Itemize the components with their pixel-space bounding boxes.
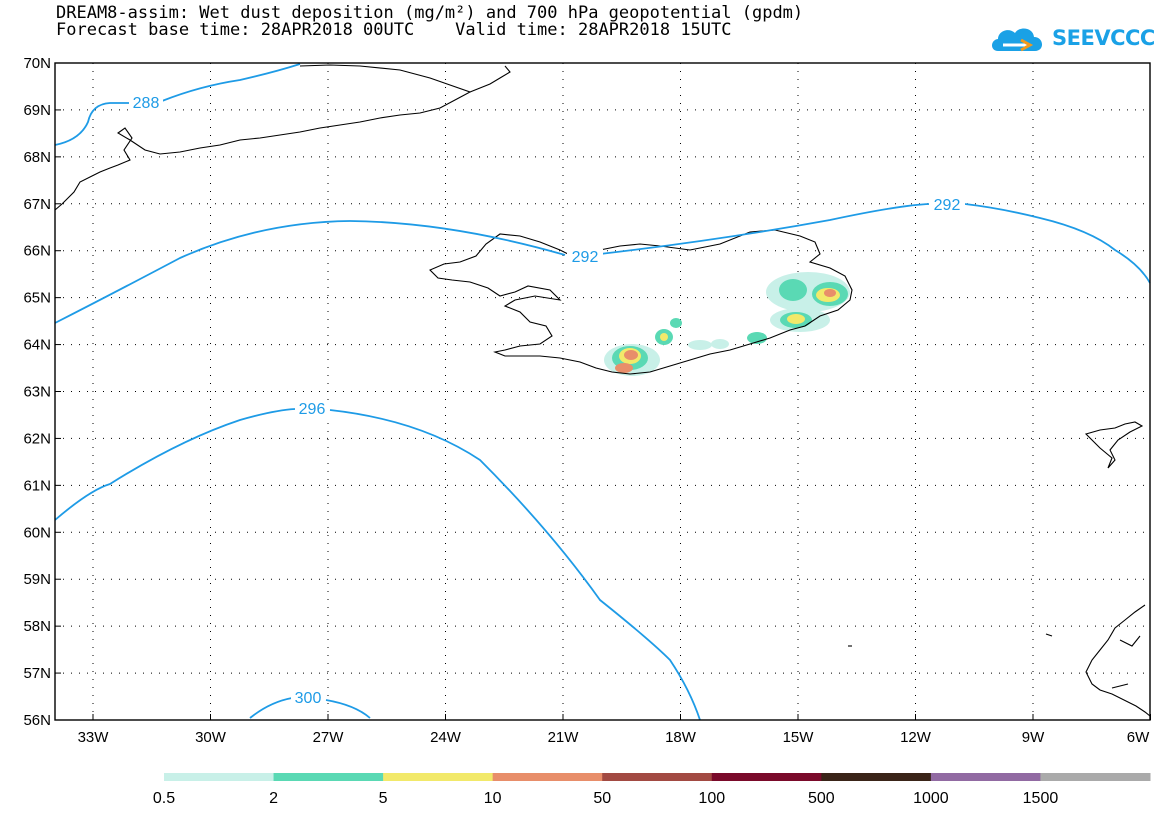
coastlines (54, 64, 1151, 717)
lat-label: 59N (23, 571, 51, 588)
contour-labels: 288 292 292 296 300 (129, 95, 965, 707)
colorbar-segment (164, 773, 275, 781)
colorbar-labels: 0.5 2 5 10 50 100 500 1000 1500 (153, 790, 1058, 807)
lat-label: 58N (23, 618, 51, 635)
longitude-labels: 33W 30W 27W 24W 21W 18W 15W 12W 9W 6W (78, 729, 1151, 746)
colorbar-segment (821, 773, 932, 781)
colorbar-label: 0.5 (153, 790, 175, 807)
lat-label: 60N (23, 524, 51, 541)
contour-label-292-east: 292 (934, 197, 961, 214)
logo-text: SEEVCCC (1052, 26, 1155, 50)
dust-deposition (604, 272, 850, 376)
lon-label: 21W (548, 729, 580, 746)
lat-label: 63N (23, 384, 51, 401)
colorbar-segment (492, 773, 603, 781)
colorbar-segment (930, 773, 1041, 781)
lat-label: 70N (23, 55, 51, 72)
colorbar-segment (1040, 773, 1151, 781)
lon-label: 9W (1022, 729, 1045, 746)
colorbar-segment (711, 773, 822, 781)
colorbar-label: 5 (379, 790, 388, 807)
forecast-times: Forecast base time: 28APR2018 00UTC Vali… (56, 20, 732, 40)
colorbar-label: 100 (698, 790, 725, 807)
colorbar-segment (602, 773, 713, 781)
colorbar-label: 10 (484, 790, 502, 807)
lat-label: 61N (23, 477, 51, 494)
contour-label-292-iceland: 292 (572, 249, 599, 266)
map-title: DREAM8-assim: Wet dust deposition (mg/m²… (56, 3, 804, 23)
lat-label: 56N (23, 712, 51, 729)
contour-label-300: 300 (295, 690, 322, 707)
lat-label: 69N (23, 102, 51, 119)
colorbar-segment (273, 773, 384, 781)
map-frame (54, 62, 1151, 721)
axis-ticks (55, 62, 1151, 721)
colorbar-label: 500 (808, 790, 835, 807)
colorbar (164, 773, 1151, 781)
lat-label: 64N (23, 337, 51, 354)
lon-label: 24W (430, 729, 462, 746)
lon-label: 27W (313, 729, 345, 746)
colorbar-label: 1500 (1023, 790, 1059, 807)
latitude-labels: 70N 69N 68N 67N 66N 65N 64N 63N 62N 61N 60N 59N 58N 5… (23, 55, 51, 729)
gridlines (55, 63, 1150, 720)
colorbar-label: 2 (269, 790, 278, 807)
geopotential-contours (54, 63, 1151, 721)
seevccc-logo: SEEVCCC (988, 20, 1155, 56)
lat-label: 65N (23, 290, 51, 307)
contour-label-296: 296 (299, 401, 326, 418)
lon-label: 12W (900, 729, 932, 746)
cloud-icon (992, 28, 1043, 52)
lat-label: 57N (23, 665, 51, 682)
lon-label: 33W (78, 729, 110, 746)
colorbar-segment (383, 773, 494, 781)
lat-label: 67N (23, 196, 51, 213)
lon-label: 30W (195, 729, 227, 746)
lat-label: 62N (23, 430, 51, 447)
colorbar-label: 1000 (913, 790, 949, 807)
lat-label: 66N (23, 243, 51, 260)
colorbar-label: 50 (593, 790, 611, 807)
lon-label: 6W (1127, 729, 1150, 746)
lon-label: 15W (783, 729, 815, 746)
lat-label: 68N (23, 149, 51, 166)
contour-label-288: 288 (133, 95, 160, 112)
lon-label: 18W (665, 729, 697, 746)
